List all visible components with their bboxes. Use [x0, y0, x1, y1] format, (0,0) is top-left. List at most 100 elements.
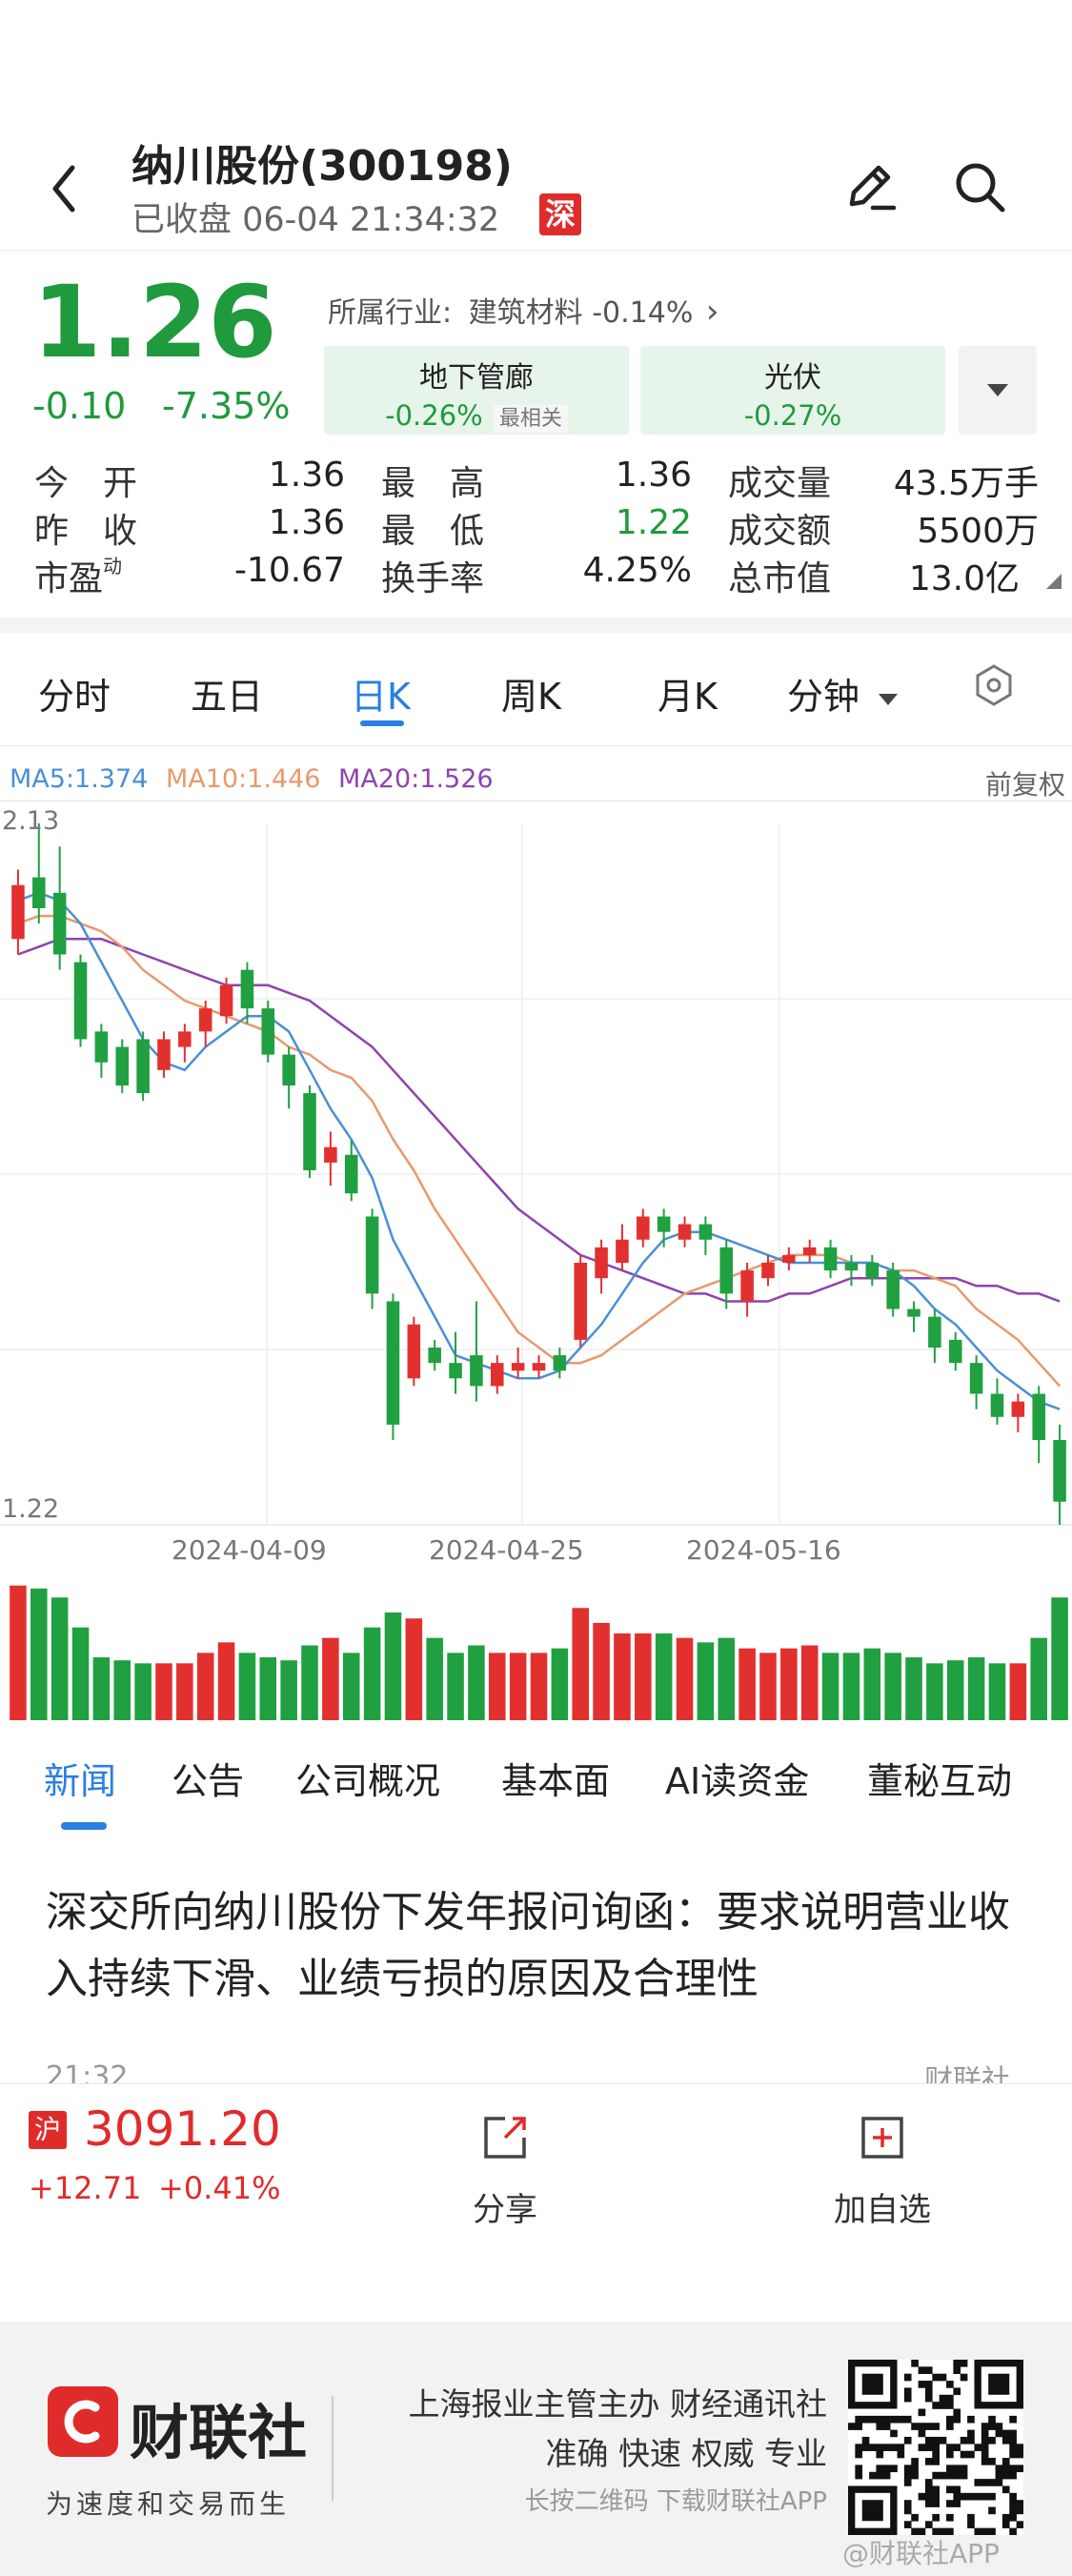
volume-bar [51, 1597, 69, 1720]
candle-body [678, 1224, 692, 1240]
concept-name: 地下管廊 [419, 361, 534, 395]
candle-body [637, 1216, 650, 1240]
qr-module [855, 2471, 863, 2480]
qr-module [946, 2394, 954, 2403]
kline-chart[interactable] [0, 801, 1072, 1531]
concept-card-1[interactable]: 地下管廊 -0.26% 最相关 [324, 346, 629, 435]
qr-module [903, 2464, 912, 2473]
qr-module [988, 2479, 996, 2486]
concept-card-2[interactable]: 光伏 -0.27% [640, 346, 945, 435]
tab-company-profile[interactable]: 公司概况 [295, 1760, 441, 1802]
qr-module [924, 2444, 933, 2451]
qr-module [960, 2360, 968, 2367]
candle-body [1032, 1393, 1045, 1441]
ma5-line [17, 891, 1061, 1410]
candle-body [907, 1308, 920, 1317]
candle-body [261, 1008, 275, 1055]
news-tabs: 新闻 公告 公司概况 基本面 AI读资金 董秘互动 [0, 1723, 1072, 1830]
news-headline[interactable]: 深交所向纳川股份下发年报问询函：要求说明营业收入持续下滑、业绩亏损的原因及合理性 [46, 1888, 1010, 2003]
index-value[interactable]: 3091.20 [84, 2101, 281, 2157]
tab-ai-funds[interactable]: AI读资金 [665, 1760, 810, 1802]
volume-bar [800, 1645, 819, 1720]
concept-change: -0.26% [385, 399, 483, 432]
tab-five-day[interactable]: 五日 [191, 676, 264, 718]
qr-module [903, 2506, 912, 2515]
tab-daily-k[interactable]: 日K [351, 676, 411, 718]
industry-link[interactable]: 所属行业: 建筑材料 -0.14% › [328, 289, 718, 331]
logo-text: 财联社 [130, 2398, 308, 2467]
volume-bar [1051, 1597, 1068, 1720]
tab-weekly-k[interactable]: 周K [501, 676, 561, 718]
adjust-mode[interactable]: 前复权 [985, 769, 1066, 801]
concept-tag: 最相关 [493, 405, 568, 433]
search-button[interactable] [949, 156, 1010, 217]
news-source: 财联社 [924, 2064, 1010, 2083]
candle-body [240, 969, 254, 1009]
tab-news[interactable]: 新闻 [44, 1760, 117, 1802]
volume-chart[interactable] [0, 1571, 1072, 1720]
candle-body [719, 1247, 734, 1294]
qr-module [981, 2444, 989, 2451]
qr-module [918, 2381, 926, 2388]
candle-body [282, 1054, 295, 1085]
qr-module [911, 2423, 919, 2430]
back-button[interactable] [46, 160, 84, 217]
industry-label: 所属行业: [328, 296, 453, 330]
qr-module [960, 2471, 968, 2480]
add-watchlist-button[interactable]: 加自选 [816, 2109, 949, 2233]
plus-square-icon [861, 2117, 903, 2159]
qr-module [988, 2527, 996, 2535]
qr-module [897, 2450, 905, 2459]
stat-label: 成交量 [728, 464, 832, 503]
cls-logo-icon [48, 2386, 118, 2457]
tab-intraday[interactable]: 分时 [38, 676, 111, 718]
qr-module [932, 2450, 940, 2459]
qr-module [897, 2415, 905, 2424]
stat-label: 换手率 [381, 559, 485, 598]
volume-bar [363, 1627, 381, 1720]
chart-settings-button[interactable] [970, 661, 1018, 709]
ma5-label: MA5:1.374 [10, 764, 149, 794]
qr-module [967, 2415, 975, 2424]
qr-code-icon[interactable] [848, 2360, 1023, 2535]
qr-module [882, 2423, 891, 2430]
qr-module [953, 2500, 961, 2507]
candle-body [1011, 1401, 1025, 1417]
qr-module [953, 2485, 961, 2494]
volume-bar [863, 1648, 881, 1720]
stat-value: -10.67 [233, 551, 345, 590]
qr-module [911, 2360, 919, 2367]
tab-monthly-k[interactable]: 月K [657, 676, 718, 718]
candle-body [595, 1247, 608, 1279]
tab-announcements[interactable]: 公告 [172, 1760, 245, 1802]
volume-bar [593, 1622, 610, 1720]
news-time: 21:32 [46, 2060, 129, 2083]
tab-minute[interactable]: 分钟 [787, 667, 901, 720]
y-max-label: 2.13 [2, 806, 60, 836]
tab-fundamentals[interactable]: 基本面 [501, 1760, 611, 1802]
qr-module [939, 2402, 947, 2409]
edit-button[interactable] [839, 156, 900, 217]
date-label: 2024-04-25 [429, 1534, 584, 1566]
qr-module [1009, 2464, 1017, 2473]
qr-module [1009, 2415, 1017, 2424]
share-button[interactable]: 分享 [448, 2109, 562, 2233]
candle-body [178, 1031, 192, 1047]
chart-tabs: 分时 五日 日K 周K 月K 分钟 [0, 633, 1072, 745]
candle-body [115, 1046, 130, 1085]
qr-module [988, 2492, 996, 2501]
volume-bar [71, 1627, 90, 1720]
tab-board-secretary[interactable]: 董秘互动 [867, 1760, 1013, 1802]
expand-concepts-button[interactable] [959, 346, 1037, 435]
qr-finder-core [988, 2373, 1010, 2395]
qr-module [1001, 2521, 1010, 2528]
candle-body [344, 1154, 358, 1194]
qr-module [924, 2458, 933, 2465]
qr-module [1009, 2500, 1017, 2507]
footer-line3: 长按二维码 下载财联社APP [524, 2487, 827, 2516]
volume-bar [384, 1612, 402, 1720]
qr-module [932, 2500, 940, 2507]
stat-label: 今 开 [34, 464, 138, 503]
qr-module [924, 2423, 933, 2430]
qr-module [932, 2402, 940, 2409]
